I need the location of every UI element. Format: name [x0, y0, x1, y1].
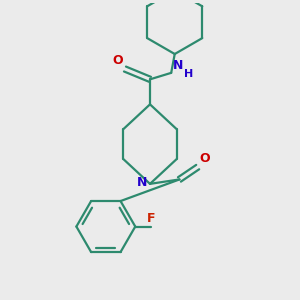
Text: O: O: [200, 152, 210, 165]
Text: N: N: [137, 176, 148, 189]
Text: H: H: [184, 69, 193, 79]
Text: F: F: [147, 212, 156, 225]
Text: O: O: [112, 54, 123, 67]
Text: N: N: [173, 59, 183, 72]
